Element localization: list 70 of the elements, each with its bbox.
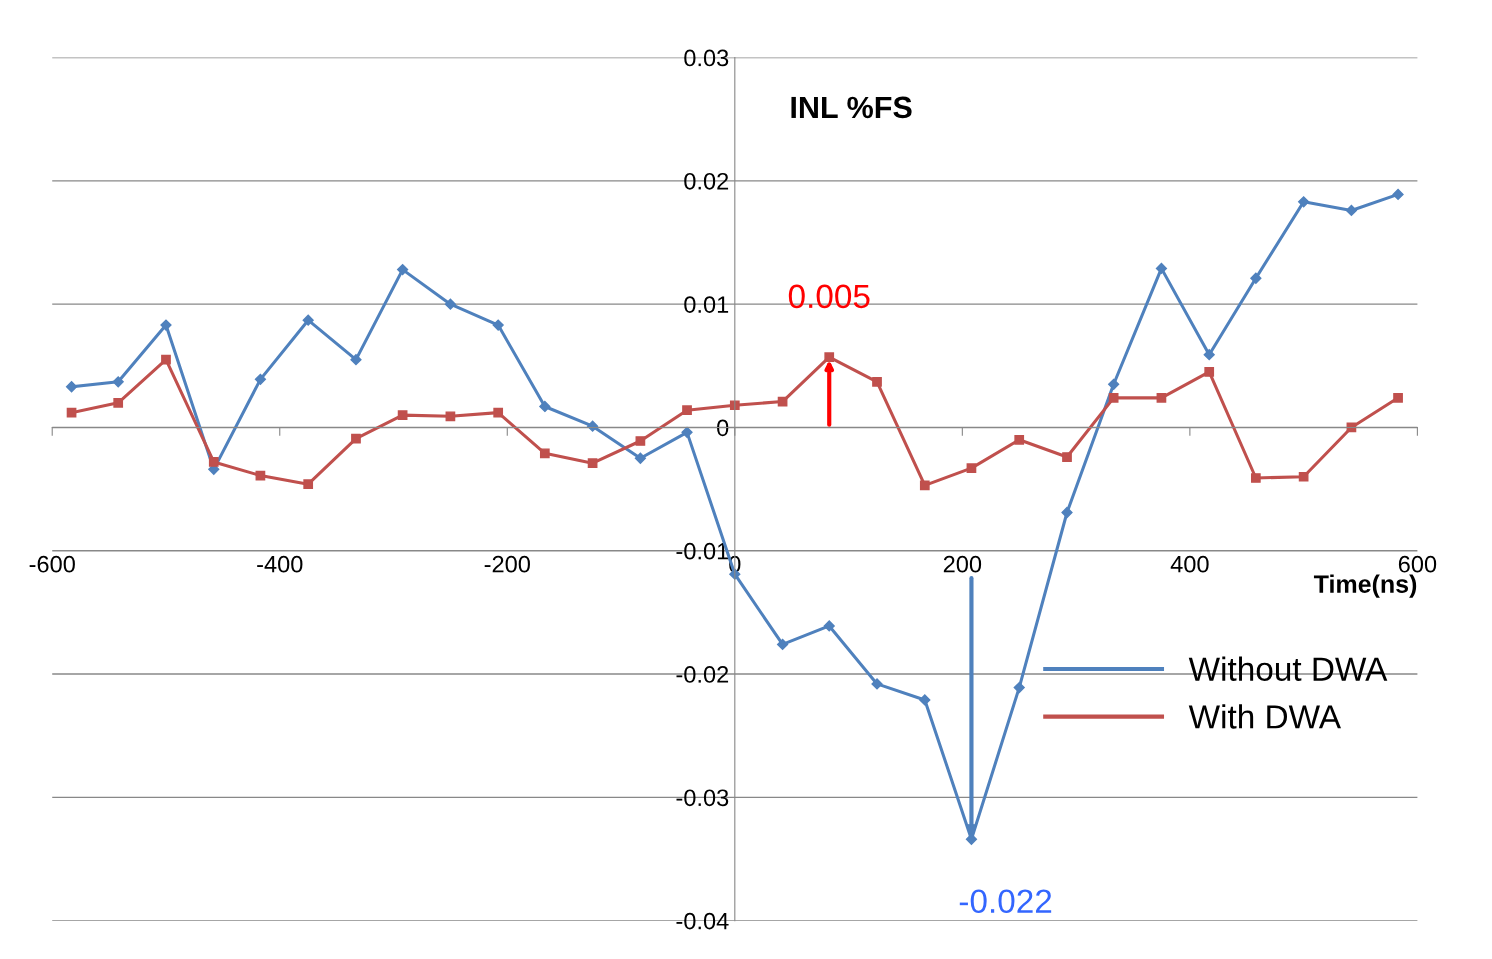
x-tick-label: -200 [484,555,530,573]
legend-label: Without DWA [1188,656,1388,681]
point [1155,262,1168,274]
point [65,381,78,393]
point [493,407,504,418]
point [539,400,551,413]
point [66,407,77,418]
point [1298,471,1309,482]
point [1013,681,1025,694]
point [586,420,599,432]
point [1156,392,1167,403]
x-tick-label: 400 [1170,555,1209,573]
point [966,463,977,473]
point [444,298,457,310]
point [1250,473,1261,483]
point [1298,196,1310,208]
point [350,354,362,366]
y-tick-label: 0.03 [684,49,729,67]
point [1014,434,1025,445]
annotation: 0.005 [788,284,870,309]
point [824,352,835,363]
point [919,694,931,706]
point [634,452,646,464]
point [1108,392,1119,403]
y-tick-label: -0.04 [676,912,729,930]
point [113,397,124,408]
x-axis-title: Time(ns) [1313,574,1417,598]
point [161,354,171,365]
point [208,457,219,467]
point [254,373,267,385]
legend-label: With DWA [1188,704,1341,729]
y-tick-label: 0.02 [684,172,729,190]
point [919,480,930,491]
point [397,264,409,276]
point [160,319,172,331]
y-tick-label: -0.02 [676,666,729,683]
point [1062,452,1072,462]
x-tick-label: 200 [943,555,982,573]
y-tick-label: -0.03 [676,789,729,807]
point [492,319,504,331]
point [682,405,692,416]
point [351,433,361,444]
y-tick-label: 0.01 [684,296,729,313]
x-tick-label: -600 [29,555,75,573]
point [681,426,693,438]
annotation: -0.022 [959,889,1052,914]
point [871,678,883,690]
point [1061,506,1073,519]
point [112,376,124,388]
point [872,376,882,387]
point [635,436,646,446]
point [539,448,550,459]
point [1392,188,1404,201]
point [397,410,408,420]
point [729,400,740,411]
point [1345,204,1358,217]
point [1250,272,1262,284]
point [1203,349,1215,361]
point [823,620,835,632]
point [587,458,598,469]
x-tick-label: 600 [1398,555,1437,573]
point [445,411,456,422]
point [1393,392,1403,403]
point [302,314,314,326]
y-axis-title: INL %FS [791,96,912,119]
point [776,638,789,651]
point [1108,378,1120,390]
point [1204,367,1215,377]
x-tick-label: -400 [257,555,303,573]
point [303,479,314,490]
